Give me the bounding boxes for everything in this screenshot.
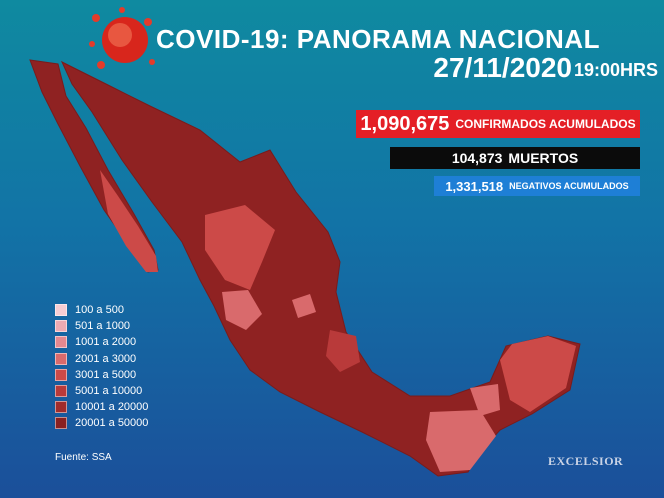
stat-label: NEGATIVOS ACUMULADOS [509, 181, 629, 191]
legend-item: 2001 a 3000 [55, 351, 148, 367]
legend-label: 3001 a 5000 [75, 368, 137, 381]
legend-swatch [55, 368, 67, 381]
stat-label: CONFIRMADOS ACUMULADOS [455, 117, 636, 131]
legend-swatch [55, 417, 67, 430]
stat-number: 104,873 [451, 150, 503, 166]
stat-label: MUERTOS [508, 150, 579, 166]
stat-box: 104,873 MUERTOS [390, 147, 640, 169]
time: 19:00HRS [574, 60, 659, 80]
brand: EXCELSIOR [548, 454, 624, 468]
stat-number: 1,090,675 [360, 112, 450, 135]
legend-swatch [55, 304, 67, 317]
legend-label: 2001 a 3000 [75, 352, 137, 365]
globe-icon [89, 7, 155, 69]
mexico-map [29, 59, 581, 477]
source: Fuente: SSA [55, 452, 112, 463]
title: COVID-19: PANORAMA NACIONAL [156, 24, 600, 54]
legend-item: 5001 a 10000 [55, 383, 148, 399]
legend-item: 100 a 500 [55, 302, 148, 318]
stat-number: 1,331,518 [445, 178, 504, 194]
legend-item: 501 a 1000 [55, 318, 148, 334]
legend-item: 3001 a 5000 [55, 367, 148, 383]
date: 27/11/2020 [433, 52, 572, 83]
legend-label: 501 a 1000 [75, 320, 131, 333]
legend-swatch [55, 385, 67, 398]
legend-label: 1001 a 2000 [75, 336, 137, 349]
legend-item: 1001 a 2000 [55, 334, 148, 350]
stat-box: 1,331,518 NEGATIVOS ACUMULADOS [434, 176, 640, 196]
legend-swatch [55, 336, 67, 349]
legend-item: 20001 a 50000 [55, 415, 148, 431]
legend-label: 10001 a 20000 [75, 401, 149, 414]
legend-item: 10001 a 20000 [55, 399, 148, 415]
stat-box: 1,090,675 CONFIRMADOS ACUMULADOS [356, 110, 640, 138]
legend-label: 20001 a 50000 [75, 417, 149, 430]
legend: 100 a 500 501 a 1000 1001 a 2000 2001 a 300… [55, 302, 148, 432]
legend-swatch [55, 401, 67, 414]
legend-swatch [55, 320, 67, 333]
legend-swatch [55, 352, 67, 365]
legend-label: 5001 a 10000 [75, 385, 143, 398]
legend-label: 100 a 500 [75, 304, 124, 317]
